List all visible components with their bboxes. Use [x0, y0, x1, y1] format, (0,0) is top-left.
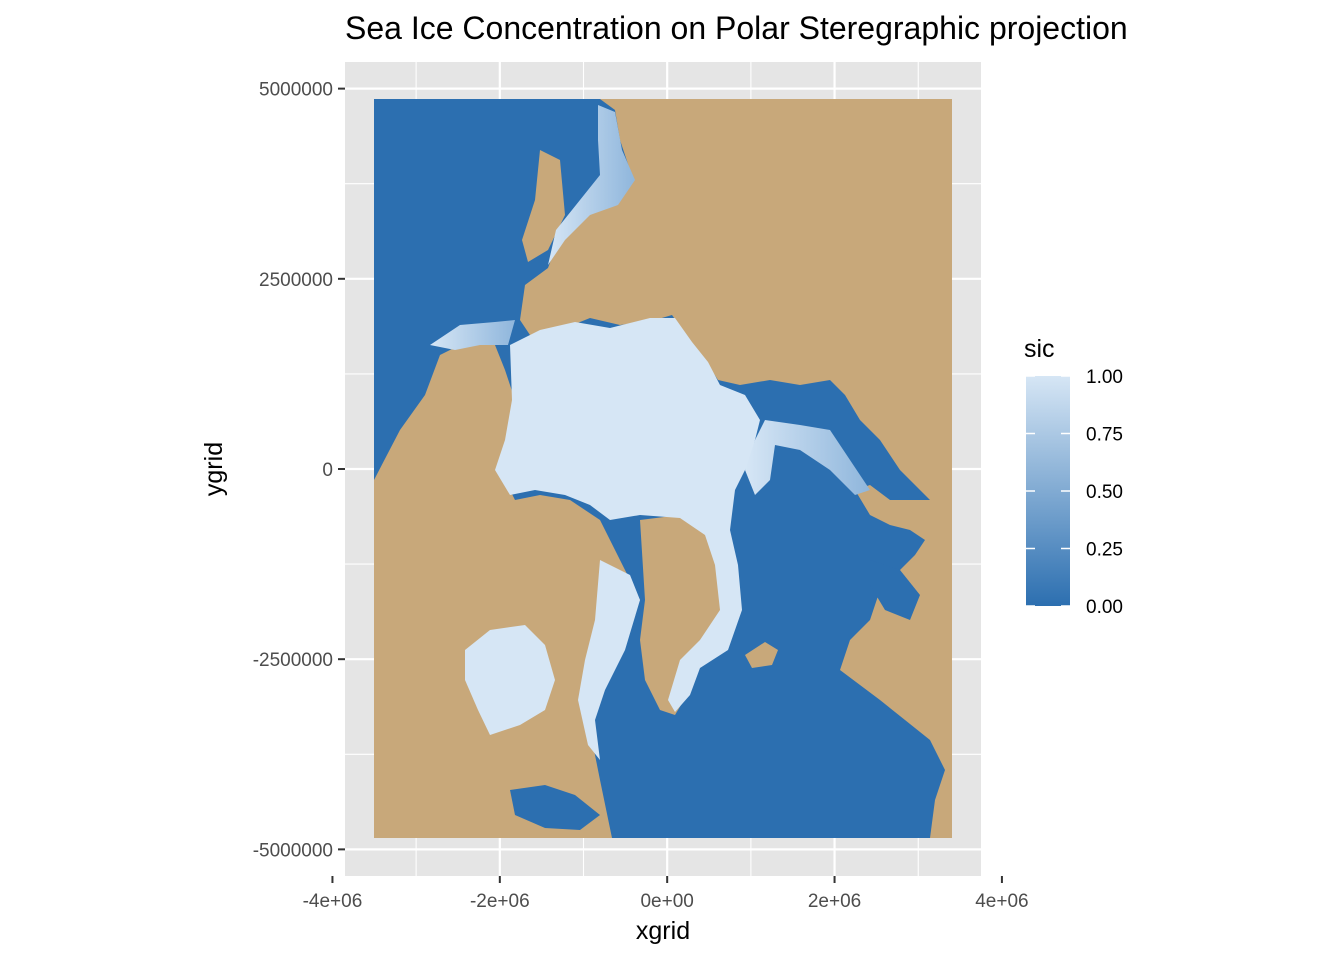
y-tick-label: 0 — [322, 460, 333, 481]
heatmap-raster — [374, 99, 952, 838]
x-tick-label: -2e+06 — [470, 891, 530, 912]
legend-tick-label: 0.00 — [1086, 597, 1123, 618]
y-tick-label: -5000000 — [253, 840, 333, 861]
y-tick-label: -2500000 — [253, 650, 333, 671]
y-tick-label: 5000000 — [259, 80, 333, 101]
x-tick-label: 4e+06 — [975, 891, 1028, 912]
x-tick-label: 0e+00 — [640, 891, 693, 912]
x-tick-label: -4e+06 — [303, 891, 363, 912]
legend-tick-label: 0.75 — [1086, 425, 1123, 446]
x-axis-title: xgrid — [636, 917, 690, 945]
x-tick-label: 2e+06 — [808, 891, 861, 912]
legend-tick-label: 1.00 — [1086, 367, 1123, 388]
x-axis: -4e+06 -2e+06 0e+00 2e+06 4e+06 — [303, 876, 1029, 912]
legend: sic 1.00 0.75 0.50 0.25 0.00 — [1024, 335, 1123, 618]
y-tick-label: 2500000 — [259, 270, 333, 291]
legend-tick-label: 0.25 — [1086, 540, 1123, 561]
legend-title: sic — [1024, 335, 1055, 363]
legend-tick-label: 0.50 — [1086, 482, 1123, 503]
y-axis-title: ygrid — [200, 442, 228, 496]
y-axis: 5000000 2500000 0 -2500000 -5000000 — [253, 80, 345, 862]
